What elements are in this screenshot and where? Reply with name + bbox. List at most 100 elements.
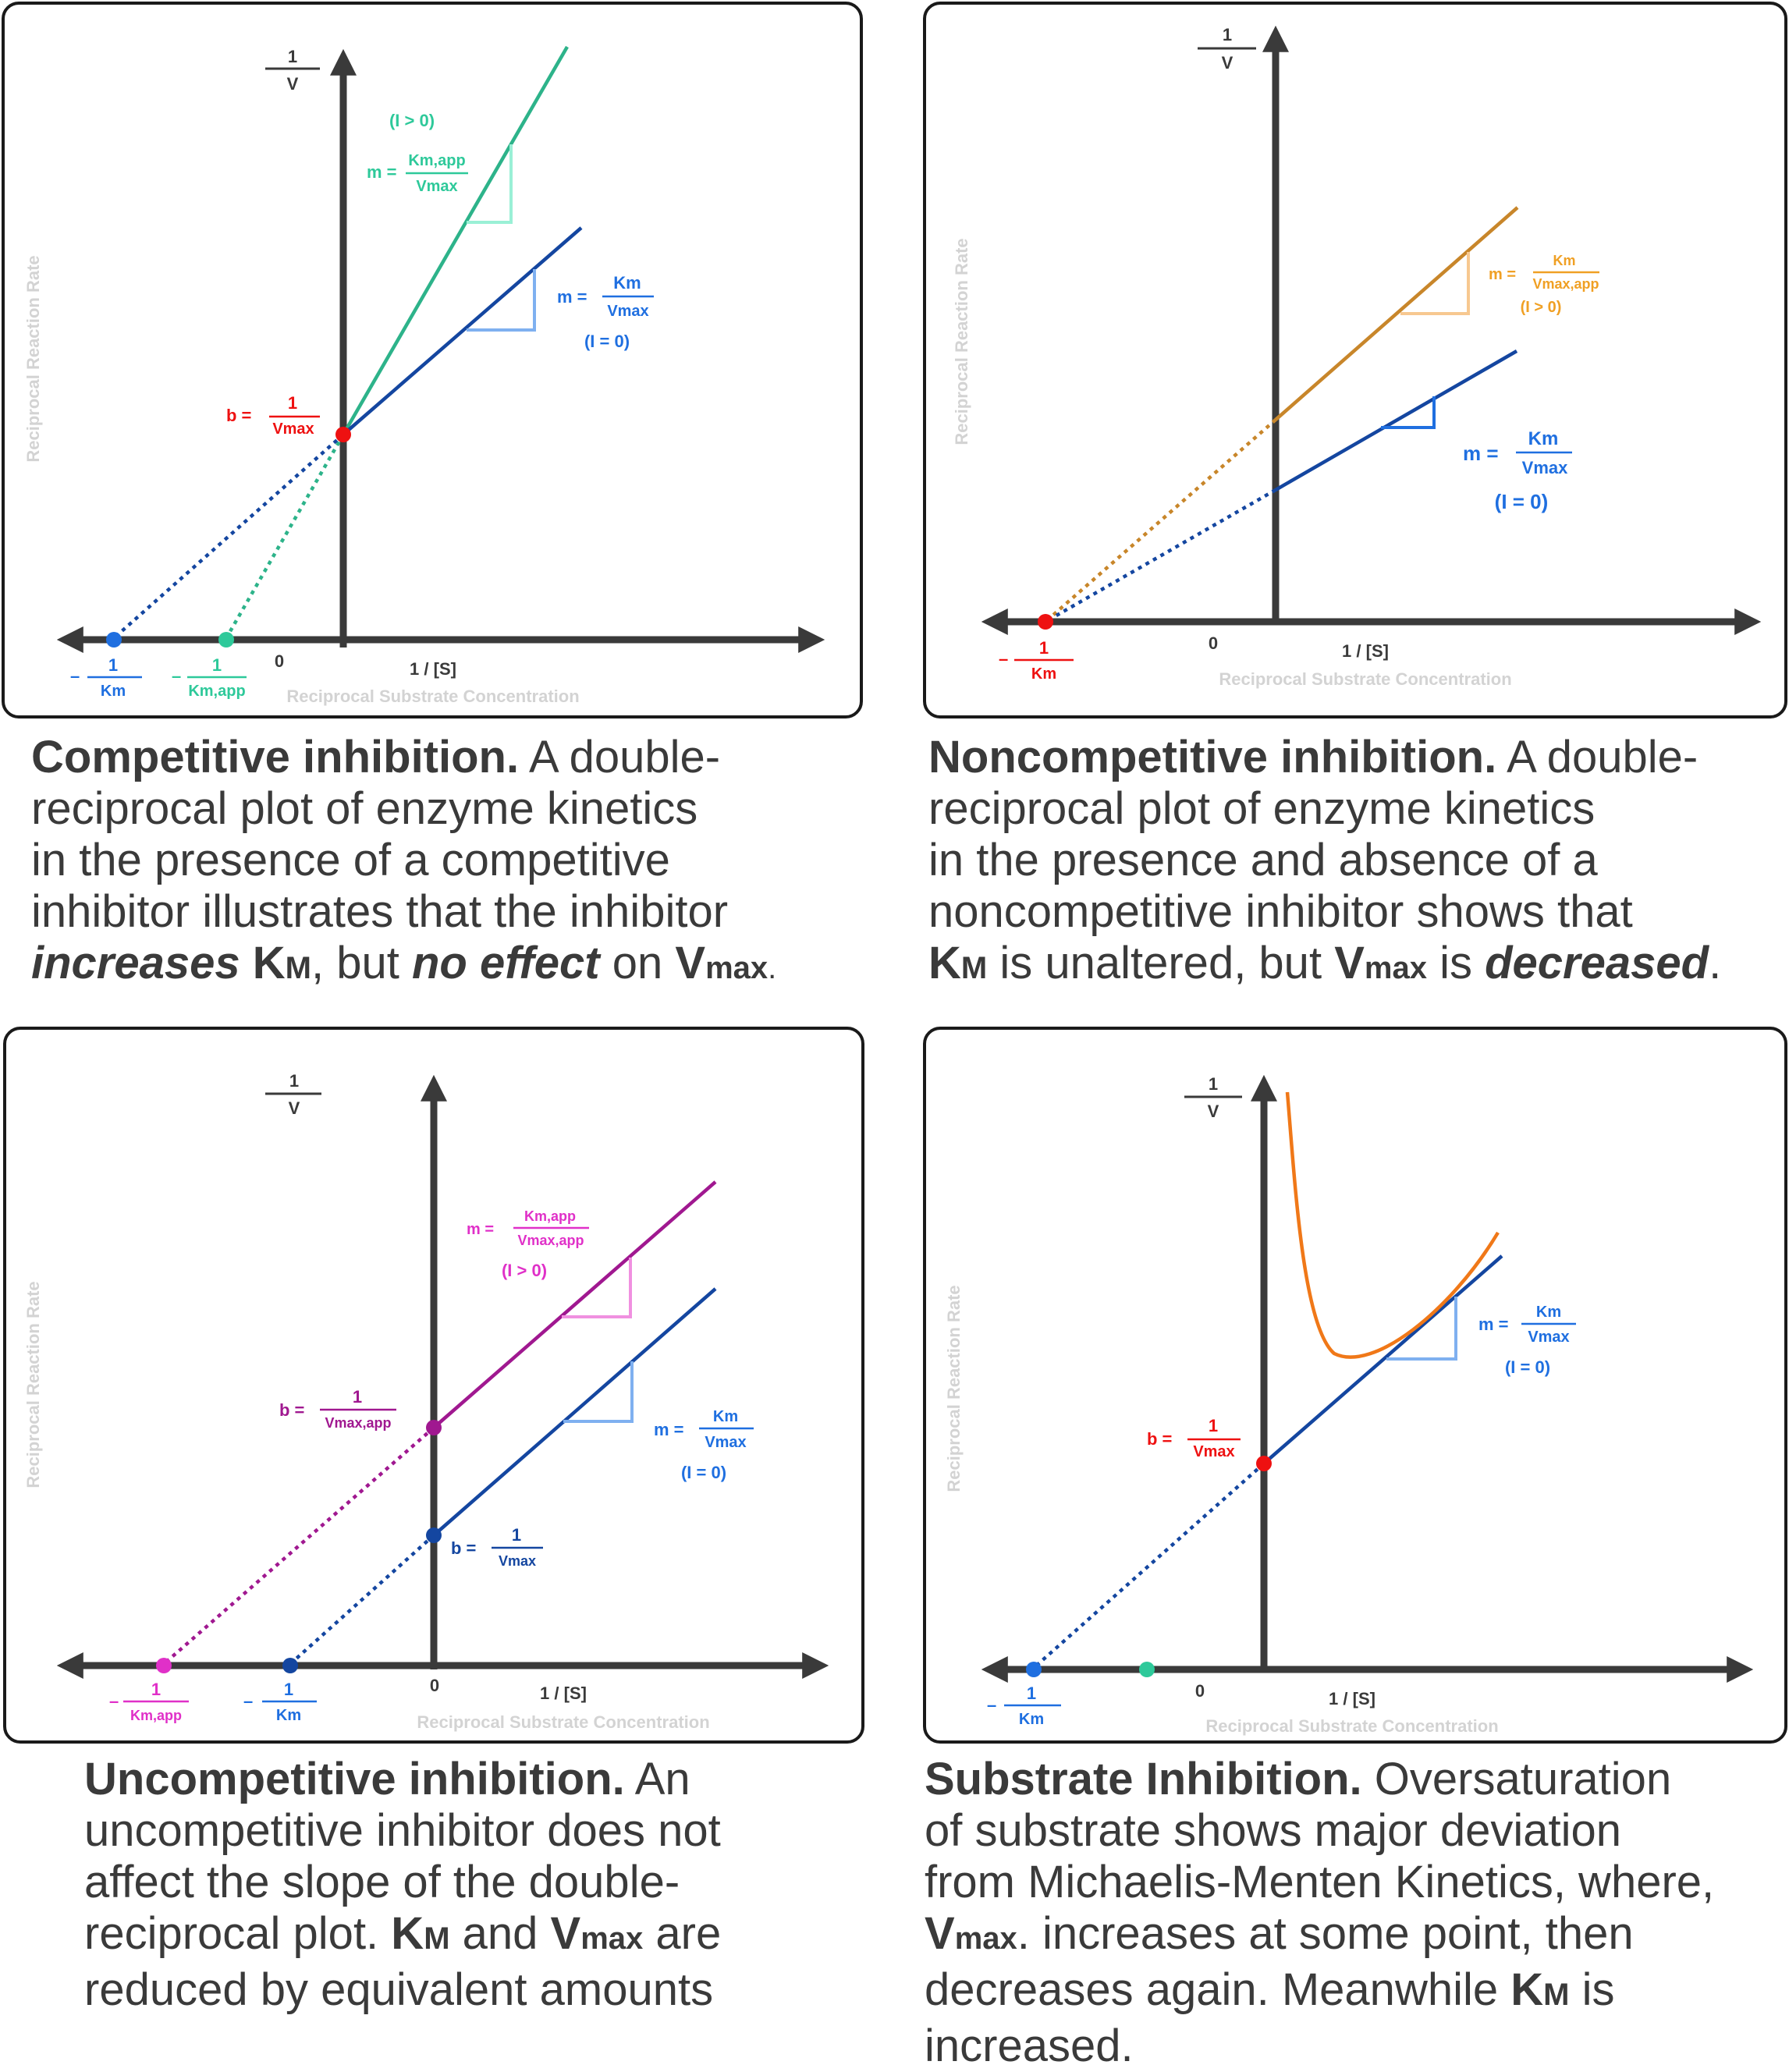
caption-text: An [634, 1754, 690, 1804]
slope-triangle-uninhibited [563, 1361, 634, 1423]
y-axis-title-den: V [287, 74, 299, 94]
km-symbol: K [252, 938, 286, 988]
x-axis-title: 1 / [S] [1329, 1689, 1375, 1708]
line-uninhibited [432, 1287, 717, 1537]
x-axis-label: Reciprocal Substrate Concentration [286, 687, 579, 706]
caption-line: affect the slope of the double- [84, 1857, 680, 1907]
caption-text: is [1439, 938, 1472, 988]
line-uninhibited-extrap [1044, 488, 1277, 623]
vmax-subscript: max [1364, 951, 1427, 985]
caption-text: . [1709, 938, 1722, 988]
caption-text: on [612, 938, 663, 988]
zero-label: 0 [1195, 1681, 1205, 1701]
y-axis-label: Reciprocal Reaction Rate [23, 1281, 43, 1488]
caption-line: Substrate Inhibition. Oversaturation [925, 1754, 1714, 1805]
y-axis-title-num: 1 [1223, 25, 1232, 44]
x-marker-point [1139, 1662, 1155, 1677]
caption-line: reciprocal plot. KM and Vmax are [84, 1908, 721, 1964]
x-axis-title: 1 / [S] [410, 659, 456, 679]
m-eq: m = [467, 1221, 494, 1238]
km-subscript: M [285, 951, 311, 985]
slope-num: Km [613, 273, 641, 293]
km-symbol: K [928, 938, 961, 988]
y-axis-title-den: V [1222, 53, 1233, 73]
line-uninhibited [1262, 1254, 1503, 1465]
slope-num: Km,app [524, 1208, 576, 1224]
b-eq: b = [451, 1538, 476, 1558]
x-intercept-point [1026, 1662, 1042, 1677]
vmax-subscript: max [705, 951, 768, 985]
caption-line: in the presence and absence of a [928, 835, 1598, 885]
y-axis-title-num: 1 [289, 1071, 299, 1091]
caption-text: decreases again. Meanwhile [925, 1964, 1499, 2015]
x-int-num: 1 [108, 655, 118, 675]
y-intercept-point [426, 1527, 442, 1543]
vmax-symbol: V [925, 1908, 955, 1959]
caption-line: Vmax. increases at some point, then [925, 1908, 1714, 1964]
caption-text: and [462, 1908, 538, 1959]
slope-num: Km [713, 1408, 738, 1425]
x-intercept-point-kmapp [156, 1658, 172, 1673]
zero-label: 0 [1209, 633, 1218, 653]
caption-line: uncompetitive inhibitor does not [84, 1805, 721, 1856]
caption-title: Substrate Inhibition. [925, 1754, 1362, 1804]
minus: – [70, 666, 80, 686]
inhibitor-label: (I > 0) [1521, 299, 1562, 316]
slope-triangle-uninhibited [1381, 396, 1436, 429]
b-num: 1 [1209, 1416, 1218, 1435]
caption-noncompetitive: Noncompetitive inhibition. A double- rec… [928, 732, 1721, 994]
b-num: 1 [353, 1387, 362, 1407]
x-int-num: 1 [212, 655, 222, 675]
y-axis-label: Reciprocal Reaction Rate [944, 1285, 964, 1492]
x-int-den: Km [276, 1707, 301, 1724]
vmax-subscript: max [580, 1921, 644, 1956]
b-eq: b = [279, 1400, 304, 1420]
caption-line: noncompetitive inhibitor shows that [928, 886, 1633, 937]
line-inhibited [432, 1180, 717, 1429]
emphasis: no effect [411, 938, 600, 988]
slope-triangle-uninhibited [1386, 1297, 1457, 1361]
inhibitor-label: (I > 0) [502, 1261, 547, 1280]
x-int-num: 1 [1027, 1684, 1036, 1703]
caption-line: decreases again. Meanwhile KM is [925, 1964, 1714, 2021]
caption-text: is [1581, 1964, 1615, 2015]
x-int-den: Km [1031, 665, 1056, 683]
slope-num: Km [1536, 1304, 1561, 1321]
b-den: Vmax [272, 420, 314, 438]
x-int-den: Km [101, 683, 126, 700]
x-int-den: Km,app [130, 1708, 182, 1723]
slope-den: Vmax [1528, 1329, 1569, 1346]
caption-text: . increases at some point, then [1017, 1908, 1634, 1959]
caption-line: from Michaelis-Menten Kinetics, where, [925, 1857, 1715, 1907]
caption-text: A double- [529, 732, 721, 782]
slope-den: Vmax [607, 303, 648, 320]
km-subscript: M [960, 951, 988, 985]
y-intercept-point [335, 427, 351, 442]
emphasis: increases [31, 938, 240, 988]
vmax-symbol: V [550, 1908, 581, 1959]
emphasis: decreased [1485, 938, 1709, 988]
substrate-inhibition-curve [1285, 1091, 1500, 1359]
y-axis-label: Reciprocal Reaction Rate [952, 238, 971, 445]
inhibitor-label: (I > 0) [389, 111, 435, 130]
m-eq: m = [557, 287, 587, 307]
m-eq: m = [367, 162, 397, 182]
caption-text: reciprocal plot. [84, 1908, 379, 1959]
x-axis-label: Reciprocal Substrate Concentration [1219, 669, 1511, 689]
x-intercept-point-km [282, 1658, 298, 1673]
x-int-den: Km,app [188, 683, 245, 700]
frame [923, 2, 1787, 718]
minus: – [243, 1691, 253, 1711]
slope-num: Km [1528, 428, 1559, 449]
km-subscript: M [424, 1921, 450, 1956]
panel-uncompetitive: Reciprocal Reaction Rate 1 V m = Km,app … [3, 1027, 864, 1744]
vmax-symbol: V [675, 938, 706, 988]
slope-num: Km,app [408, 152, 465, 169]
m-eq: m = [1489, 266, 1516, 283]
x-axis-title: 1 / [S] [540, 1684, 587, 1703]
b-den: Vmax,app [325, 1415, 391, 1431]
y-axis-title-num: 1 [1209, 1074, 1218, 1094]
slope-den: Vmax,app [1532, 276, 1599, 292]
panel-substrate: Reciprocal Reaction Rate 1 V m = Km Vmax… [923, 1027, 1787, 1744]
